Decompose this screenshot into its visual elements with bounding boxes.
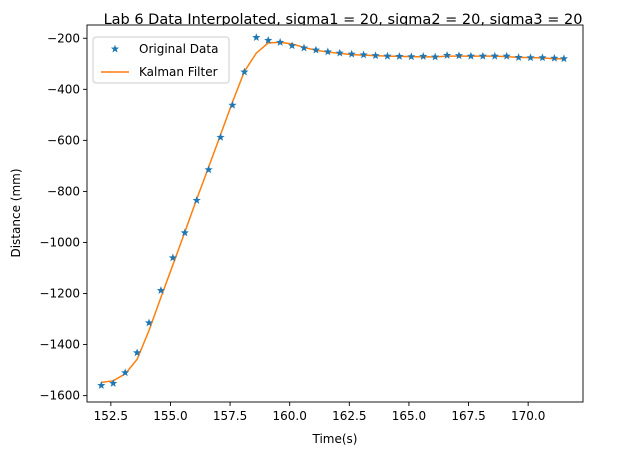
original-data-point — [395, 52, 404, 60]
original-data-point — [216, 133, 225, 141]
y-tick-label: −800 — [47, 184, 80, 198]
legend: Original Data Kalman Filter — [92, 36, 230, 84]
original-data-point — [431, 52, 440, 61]
original-data-point — [550, 53, 559, 62]
legend-marker-original-data — [110, 44, 120, 53]
original-data-point — [168, 253, 177, 262]
original-data-point — [478, 51, 487, 60]
x-tick-label: 167.5 — [451, 409, 485, 423]
original-data-point — [371, 51, 380, 60]
legend-label-kalman-filter: Kalman Filter — [139, 65, 218, 79]
original-data-point — [252, 33, 261, 41]
original-data-point — [335, 48, 344, 57]
legend-label-original-data: Original Data — [139, 42, 218, 56]
original-data-point — [228, 100, 237, 109]
y-tick-label: −600 — [47, 133, 80, 147]
y-tick-label: −1200 — [39, 287, 80, 301]
legend-star-marker — [110, 44, 120, 53]
plot-frame — [86, 24, 584, 403]
original-data-point — [323, 47, 332, 56]
x-tick-label: 157.5 — [213, 409, 247, 423]
y-tick-label: −1400 — [39, 338, 80, 352]
x-tick-label: 152.5 — [94, 409, 128, 423]
original-data-point — [466, 51, 476, 60]
x-tick-label: 170.0 — [511, 409, 545, 423]
x-tick-label: 160.0 — [273, 409, 307, 423]
original-data-point — [299, 43, 309, 52]
original-data-point — [347, 49, 356, 58]
original-data-point — [359, 50, 368, 59]
x-tick-label: 155.0 — [153, 409, 187, 423]
series-layer — [97, 33, 569, 389]
y-tick-label: −1600 — [39, 389, 80, 403]
original-data-point — [526, 53, 535, 62]
original-data-point — [442, 51, 452, 59]
y-axis-ticks: −1600 −1400 −1200 −1000 −800 −600 −400 −200 — [39, 31, 87, 403]
kalman-filter-line — [101, 41, 564, 384]
original-data-point — [559, 54, 569, 63]
original-data-point — [383, 51, 392, 60]
original-data-point — [97, 381, 106, 389]
original-data-point — [121, 368, 130, 377]
x-axis-ticks: 152.5 155.0 157.5 160.0 162.5 165.0 167.5 170.0 — [94, 402, 545, 423]
original-data-point — [419, 52, 428, 60]
original-data-point — [276, 38, 285, 46]
original-data-point — [132, 348, 142, 357]
original-data-point — [264, 36, 273, 44]
original-data-point — [156, 286, 166, 294]
y-axis-label: Distance (mm) — [9, 168, 23, 257]
y-tick-label: −1000 — [39, 235, 80, 249]
original-data-point — [454, 51, 464, 60]
original-data-point — [490, 51, 499, 60]
plot-area — [87, 25, 583, 402]
y-tick-label: −200 — [47, 31, 80, 45]
original-data-point — [538, 53, 547, 62]
original-data-point — [109, 379, 118, 387]
original-data-point — [502, 51, 511, 60]
original-data-point — [144, 318, 154, 327]
original-data-point — [204, 165, 213, 174]
original-data-point — [240, 67, 249, 76]
original-data-point — [311, 45, 321, 54]
original-data-point — [514, 53, 523, 61]
original-data-point — [180, 228, 189, 237]
x-axis-label: Time(s) — [312, 432, 358, 446]
original-data-point — [192, 196, 201, 204]
x-tick-label: 165.0 — [392, 409, 426, 423]
original-data-point — [407, 52, 416, 61]
original-data-point — [287, 41, 297, 50]
chart-title: Lab 6 Data Interpolated, sigma1 = 20, si… — [104, 12, 583, 28]
x-tick-label: 162.5 — [332, 409, 366, 423]
y-tick-label: −400 — [47, 82, 80, 96]
